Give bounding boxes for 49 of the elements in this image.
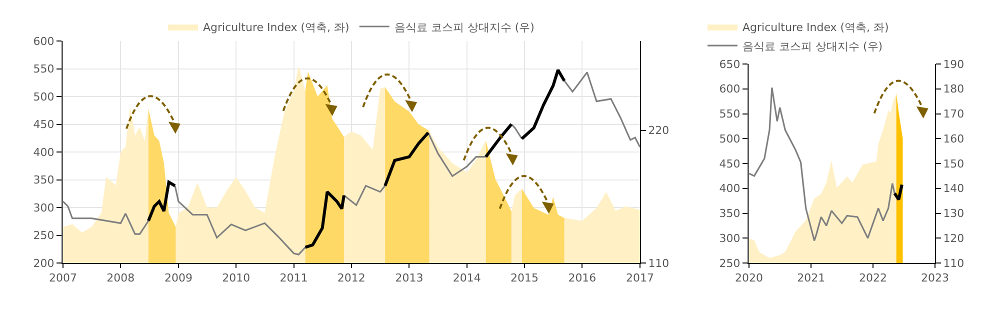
x-tick-label: 2023 [921,271,949,284]
y2-tick-label: 130 [943,207,964,220]
y2-tick-label: 150 [943,157,964,170]
x-tick-label: 2008 [106,271,135,284]
y-tick-label: 600 [33,34,54,48]
y2-tick-label: 110 [943,256,964,270]
legend-label: 음식료 코스피 상대지수 (우) [394,20,534,34]
y2-tick-label: 180 [943,82,964,96]
y2-tick-label: 120 [943,232,964,245]
y-tick-label: 400 [33,146,54,159]
y-tick-label: 300 [33,201,54,214]
x-tick-label: 2007 [49,271,77,284]
y2-tick-label: 140 [943,182,964,196]
x-tick-label: 2016 [568,271,596,284]
x-tick-label: 2009 [164,271,192,284]
y-tick-label: 250 [33,229,54,242]
x-tick-label: 2021 [797,271,826,284]
x-tick-label: 2017 [626,271,654,284]
x-tick-label: 2010 [222,271,250,284]
y-tick-label: 650 [719,58,740,71]
y-tick-label: 250 [719,256,740,270]
x-tick-label: 2011 [280,271,308,284]
y2-tick-label: 220 [648,124,670,138]
y-tick-label: 350 [719,207,740,220]
x-tick-label: 2022 [859,271,888,284]
x-tick-label: 2014 [452,271,481,284]
y2-tick-label: 190 [943,58,964,71]
y-tick-label: 450 [33,118,54,132]
y-tick-label: 550 [719,108,740,121]
y-tick-label: 550 [33,62,54,76]
y-tick-label: 450 [719,157,740,170]
x-tick-label: 2015 [510,271,539,284]
y-tick-label: 600 [719,82,740,96]
x-tick-label: 2020 [735,271,763,284]
x-tick-label: 2012 [337,271,366,284]
y2-tick-label: 170 [943,108,964,121]
y2-tick-label: 160 [943,132,964,146]
y-tick-label: 500 [719,132,740,146]
y2-tick-label: 110 [648,256,670,270]
x-tick-label: 2013 [395,271,424,284]
legend-label: 음식료 코스피 상대지수 (우) [742,40,883,53]
legend-label: Agriculture Index (역축, 좌) [203,20,350,34]
line-series [749,86,896,242]
y-tick-label: 300 [719,232,740,245]
y-tick-label: 400 [719,182,740,196]
legend-label: Agriculture Index (역축, 좌) [742,20,889,34]
y-tick-label: 200 [33,256,54,270]
y-tick-label: 500 [33,90,54,104]
y-tick-label: 350 [33,174,54,187]
